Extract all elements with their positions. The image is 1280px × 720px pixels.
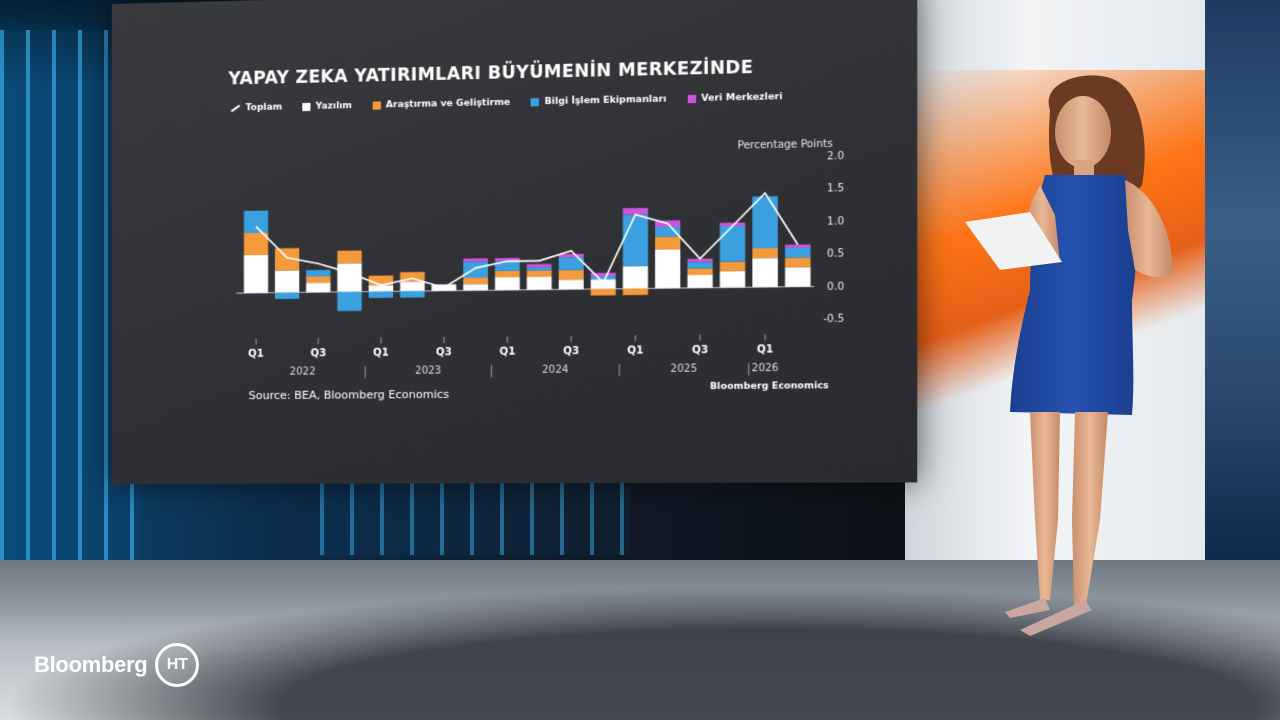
logo-text: Bloomberg (34, 652, 147, 678)
bloomberg-ht-logo: Bloomberg HT (34, 643, 199, 687)
presenter-leg-left (1030, 412, 1060, 600)
ht-badge-icon: HT (155, 643, 199, 687)
presenter-face (1055, 96, 1111, 168)
presenter-leg-right (1072, 412, 1108, 605)
presenter-shoe-left (1005, 598, 1050, 618)
